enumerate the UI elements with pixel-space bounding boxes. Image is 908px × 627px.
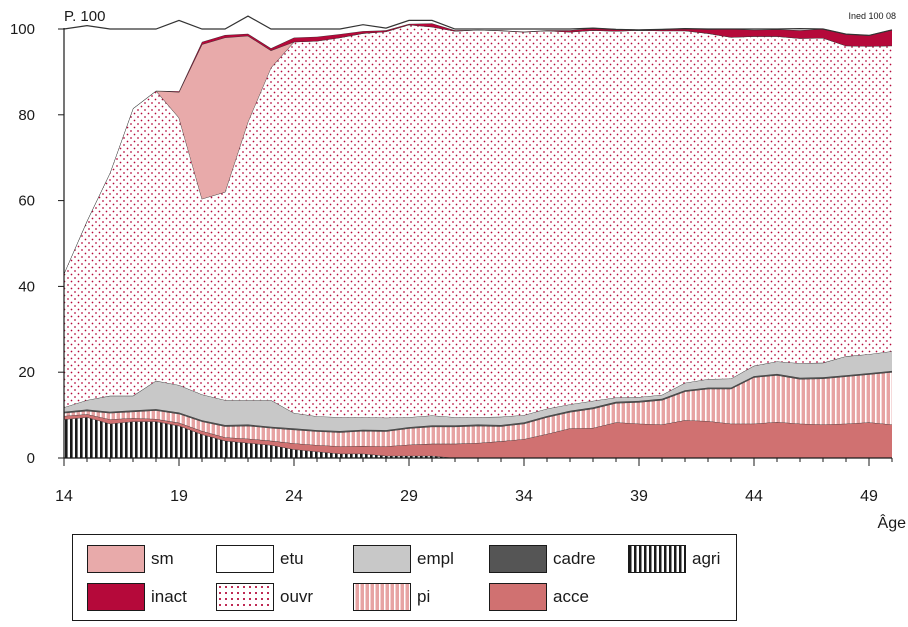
area-empl: [64, 351, 892, 431]
x-tick-label: 49: [860, 488, 878, 505]
legend-swatch: [87, 545, 145, 573]
source-note: Ined 100 08: [848, 11, 896, 21]
x-tick-label: 34: [515, 488, 533, 505]
legend-swatch: [87, 583, 145, 611]
legend-label: acce: [553, 587, 589, 606]
legend-swatch: [489, 583, 547, 611]
areas-layer: [63, 15, 893, 459]
legend-label: inact: [151, 587, 187, 606]
area-ouvr: [64, 24, 892, 418]
legend: sm etu empl cadre agri inact ouvr pi acce: [72, 534, 737, 621]
x-tick-label: 19: [170, 488, 188, 505]
x-axis-title: Âge: [878, 513, 907, 532]
x-tick-label: 24: [285, 488, 303, 505]
legend-label: pi: [417, 587, 431, 606]
x-tick-label: 29: [400, 488, 418, 505]
legend-label: agri: [692, 549, 721, 568]
stacked-area-chart: 0 20 40 60 80 100 14 19 24 29 34 39 44 49 P. 100 Ined…: [10, 8, 907, 532]
y-tick-label: 100: [10, 21, 35, 38]
legend-label: cadre: [553, 549, 596, 568]
y-tick-label: 20: [18, 364, 35, 381]
boundary-etu: [63, 15, 893, 37]
x-tick-label: 14: [55, 488, 73, 505]
legend-label: empl: [417, 549, 454, 568]
legend-swatch: [489, 545, 547, 573]
legend-swatch: [628, 545, 686, 573]
y-tick-label: 0: [27, 450, 35, 467]
area-etu: [64, 16, 892, 274]
area-sm: [64, 24, 892, 274]
area-pi: [64, 372, 892, 447]
legend-label: sm: [151, 549, 174, 568]
y-tick-label: 40: [18, 278, 35, 295]
legend-swatch: [353, 583, 411, 611]
area-agri: [64, 417, 892, 458]
x-tick-label: 44: [745, 488, 763, 505]
y-tick-label: 80: [18, 107, 35, 124]
area-acce: [64, 414, 892, 458]
legend-swatch: [216, 583, 274, 611]
legend-label: etu: [280, 549, 304, 568]
axes-layer: 0 20 40 60 80 100 14 19 24 29 34 39 44 49: [10, 21, 893, 505]
y-axis-title: P. 100: [64, 8, 105, 25]
legend-swatch: [353, 545, 411, 573]
x-tick-label: 39: [630, 488, 648, 505]
legend-swatch: [216, 545, 274, 573]
y-tick-label: 60: [18, 193, 35, 210]
legend-label: ouvr: [280, 587, 314, 606]
